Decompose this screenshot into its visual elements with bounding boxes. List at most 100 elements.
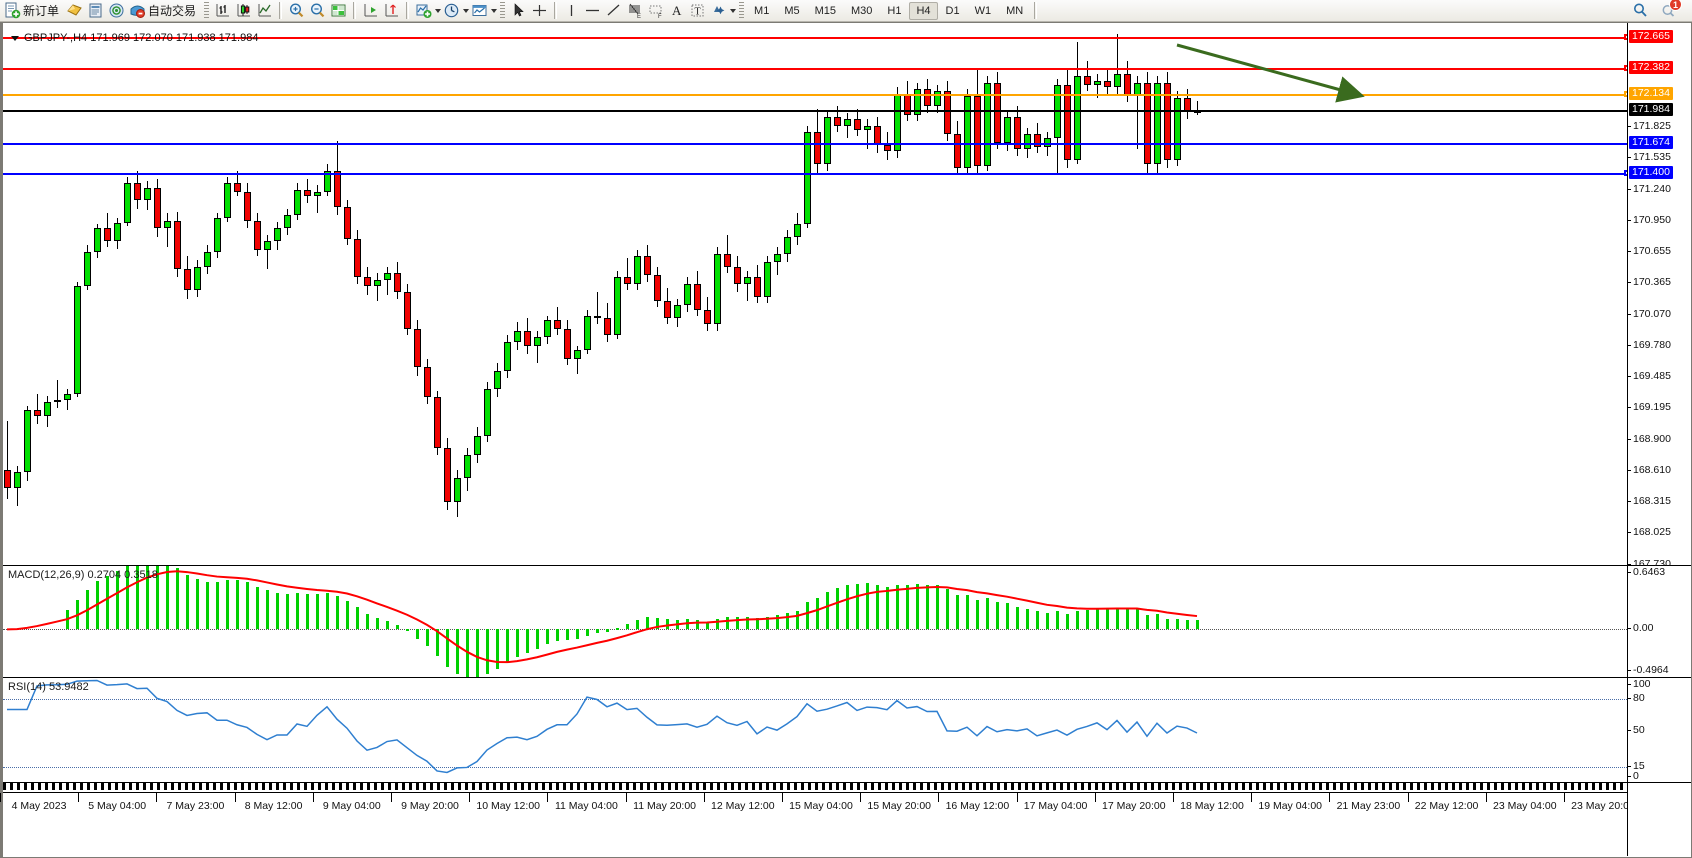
- indicators-button[interactable]: [413, 1, 434, 21]
- indicators-dropdown-caret[interactable]: [435, 8, 442, 13]
- time-tick-label: 5 May 04:00: [88, 800, 147, 812]
- macd-histogram-bar: [925, 585, 929, 630]
- period-button[interactable]: [441, 1, 462, 21]
- macd-histogram-bar: [305, 593, 309, 630]
- toolbar-grip-2[interactable]: [500, 2, 506, 19]
- candle: [703, 296, 711, 331]
- macd-histogram-bar: [795, 610, 799, 630]
- timeframe-m15[interactable]: M15: [814, 4, 836, 17]
- shapes-dropdown-caret[interactable]: [730, 8, 737, 13]
- bar-chart-button[interactable]: [212, 1, 233, 21]
- trendline-button[interactable]: [603, 1, 624, 21]
- chart-window[interactable]: GBPJPY-,H4 171.969 172.070 171.938 171.9…: [0, 22, 1692, 858]
- candle: [863, 119, 871, 150]
- timeframe-d1[interactable]: D1: [945, 4, 960, 17]
- macd-plot-area[interactable]: [3, 566, 1627, 678]
- macd-histogram-bar: [315, 594, 319, 630]
- tile-windows-button[interactable]: [328, 1, 349, 21]
- templates-dropdown-caret[interactable]: [491, 8, 498, 13]
- macd-histogram-bar: [235, 579, 239, 630]
- candle-body: [93, 228, 101, 252]
- macd-histogram-bar: [155, 566, 159, 630]
- candle: [133, 170, 141, 209]
- candle: [13, 465, 21, 507]
- macd-histogram-bar: [245, 582, 249, 630]
- candle-body: [933, 91, 941, 107]
- text-label-button[interactable]: A: [666, 1, 687, 21]
- candle-body: [193, 266, 201, 291]
- level-line-handle[interactable]: [1624, 64, 1627, 71]
- new-order-button[interactable]: 新订单: [2, 1, 64, 21]
- templates-button[interactable]: [469, 1, 490, 21]
- candle-body: [33, 409, 41, 417]
- time-tick-separator: [1251, 793, 1253, 802]
- price-plot-area[interactable]: [3, 23, 1627, 565]
- level-line-handle[interactable]: [1624, 34, 1627, 41]
- macd-histogram-bar: [195, 579, 199, 630]
- macd-histogram-bar: [525, 629, 529, 653]
- timeframe-h4[interactable]: H4: [909, 1, 938, 20]
- candle: [1133, 76, 1141, 150]
- timeframe-mn[interactable]: MN: [1006, 4, 1024, 17]
- price-pane[interactable]: GBPJPY-,H4 171.969 172.070 171.938 171.9…: [3, 23, 1691, 570]
- timeframe-m1[interactable]: M1: [754, 4, 770, 17]
- candle-body: [1173, 97, 1181, 160]
- time-tick-separator: [1485, 793, 1487, 802]
- price-tick: 170.365: [1628, 276, 1671, 288]
- macd-histogram-bar: [595, 629, 599, 634]
- macd-pane[interactable]: MACD(12,26,9) 0.2704 0.3518 0.6463 0.00 -0…: [3, 565, 1691, 678]
- candle-body: [173, 220, 181, 269]
- shapes-button[interactable]: [708, 1, 729, 21]
- rsi-plot-area[interactable]: [3, 678, 1627, 783]
- horizontal-line-button[interactable]: [582, 1, 603, 21]
- search-button[interactable]: [1630, 1, 1651, 21]
- time-scale[interactable]: 4 May 2023 5 May 04:00 7 May 23:00 8 May 12…: [0, 782, 1691, 856]
- candle-wick: [1116, 33, 1118, 96]
- macd-histogram-bar: [985, 598, 989, 630]
- candle-body: [43, 402, 51, 417]
- macd-histogram-bar: [515, 629, 519, 657]
- period-dropdown-caret[interactable]: [463, 8, 470, 13]
- timeframe-m30[interactable]: M30: [851, 4, 873, 17]
- candle-body: [783, 236, 791, 254]
- channel-button[interactable]: F: [645, 1, 666, 21]
- candlestick-chart-button[interactable]: [233, 1, 254, 21]
- price-scale[interactable]: 171.825 171.535 171.240 170.950 170.655 170.3…: [1627, 23, 1691, 570]
- fibonacci-button[interactable]: E: [624, 1, 645, 21]
- crosshair-button[interactable]: [529, 1, 550, 21]
- macd-histogram-bar: [1125, 608, 1129, 630]
- chevron-down-icon[interactable]: [11, 35, 19, 41]
- candle: [233, 170, 241, 197]
- toolbar-grip-3[interactable]: [739, 2, 745, 19]
- cursor-button[interactable]: [508, 1, 529, 21]
- level-line-handle[interactable]: [1624, 169, 1627, 176]
- data-window-button[interactable]: [85, 1, 106, 21]
- rsi-pane[interactable]: RSI(14) 53.9482 100 80 50 15 0: [3, 677, 1691, 782]
- zoom-out-button[interactable]: [307, 1, 328, 21]
- candle-body: [703, 309, 711, 325]
- candle-body: [1183, 97, 1191, 111]
- macd-histogram-bar: [1005, 603, 1009, 630]
- expert-advisor-button[interactable]: [64, 1, 85, 21]
- macd-histogram-bar: [895, 584, 899, 630]
- candle: [433, 390, 441, 455]
- timeframe-h1[interactable]: H1: [887, 4, 902, 17]
- vertical-line-button[interactable]: [561, 1, 582, 21]
- candle-wick: [266, 234, 268, 269]
- candle: [763, 256, 771, 304]
- auto-scroll-button[interactable]: [381, 1, 402, 21]
- timeframe-w1[interactable]: W1: [974, 4, 992, 17]
- level-line-handle[interactable]: [1624, 91, 1627, 98]
- candle-body: [953, 134, 961, 169]
- zoom-in-button[interactable]: [286, 1, 307, 21]
- alerts-button[interactable]: 1: [1659, 0, 1682, 21]
- shift-end-button[interactable]: [360, 1, 381, 21]
- line-chart-button[interactable]: [254, 1, 275, 21]
- toolbar-grip-1[interactable]: [204, 2, 210, 19]
- signals-button[interactable]: [106, 1, 127, 21]
- time-tick-label: 22 May 12:00: [1414, 800, 1479, 812]
- candle-body: [203, 251, 211, 267]
- market-button[interactable]: 自动交易: [127, 1, 201, 21]
- text-button[interactable]: T: [687, 1, 708, 21]
- timeframe-m5[interactable]: M5: [784, 4, 800, 17]
